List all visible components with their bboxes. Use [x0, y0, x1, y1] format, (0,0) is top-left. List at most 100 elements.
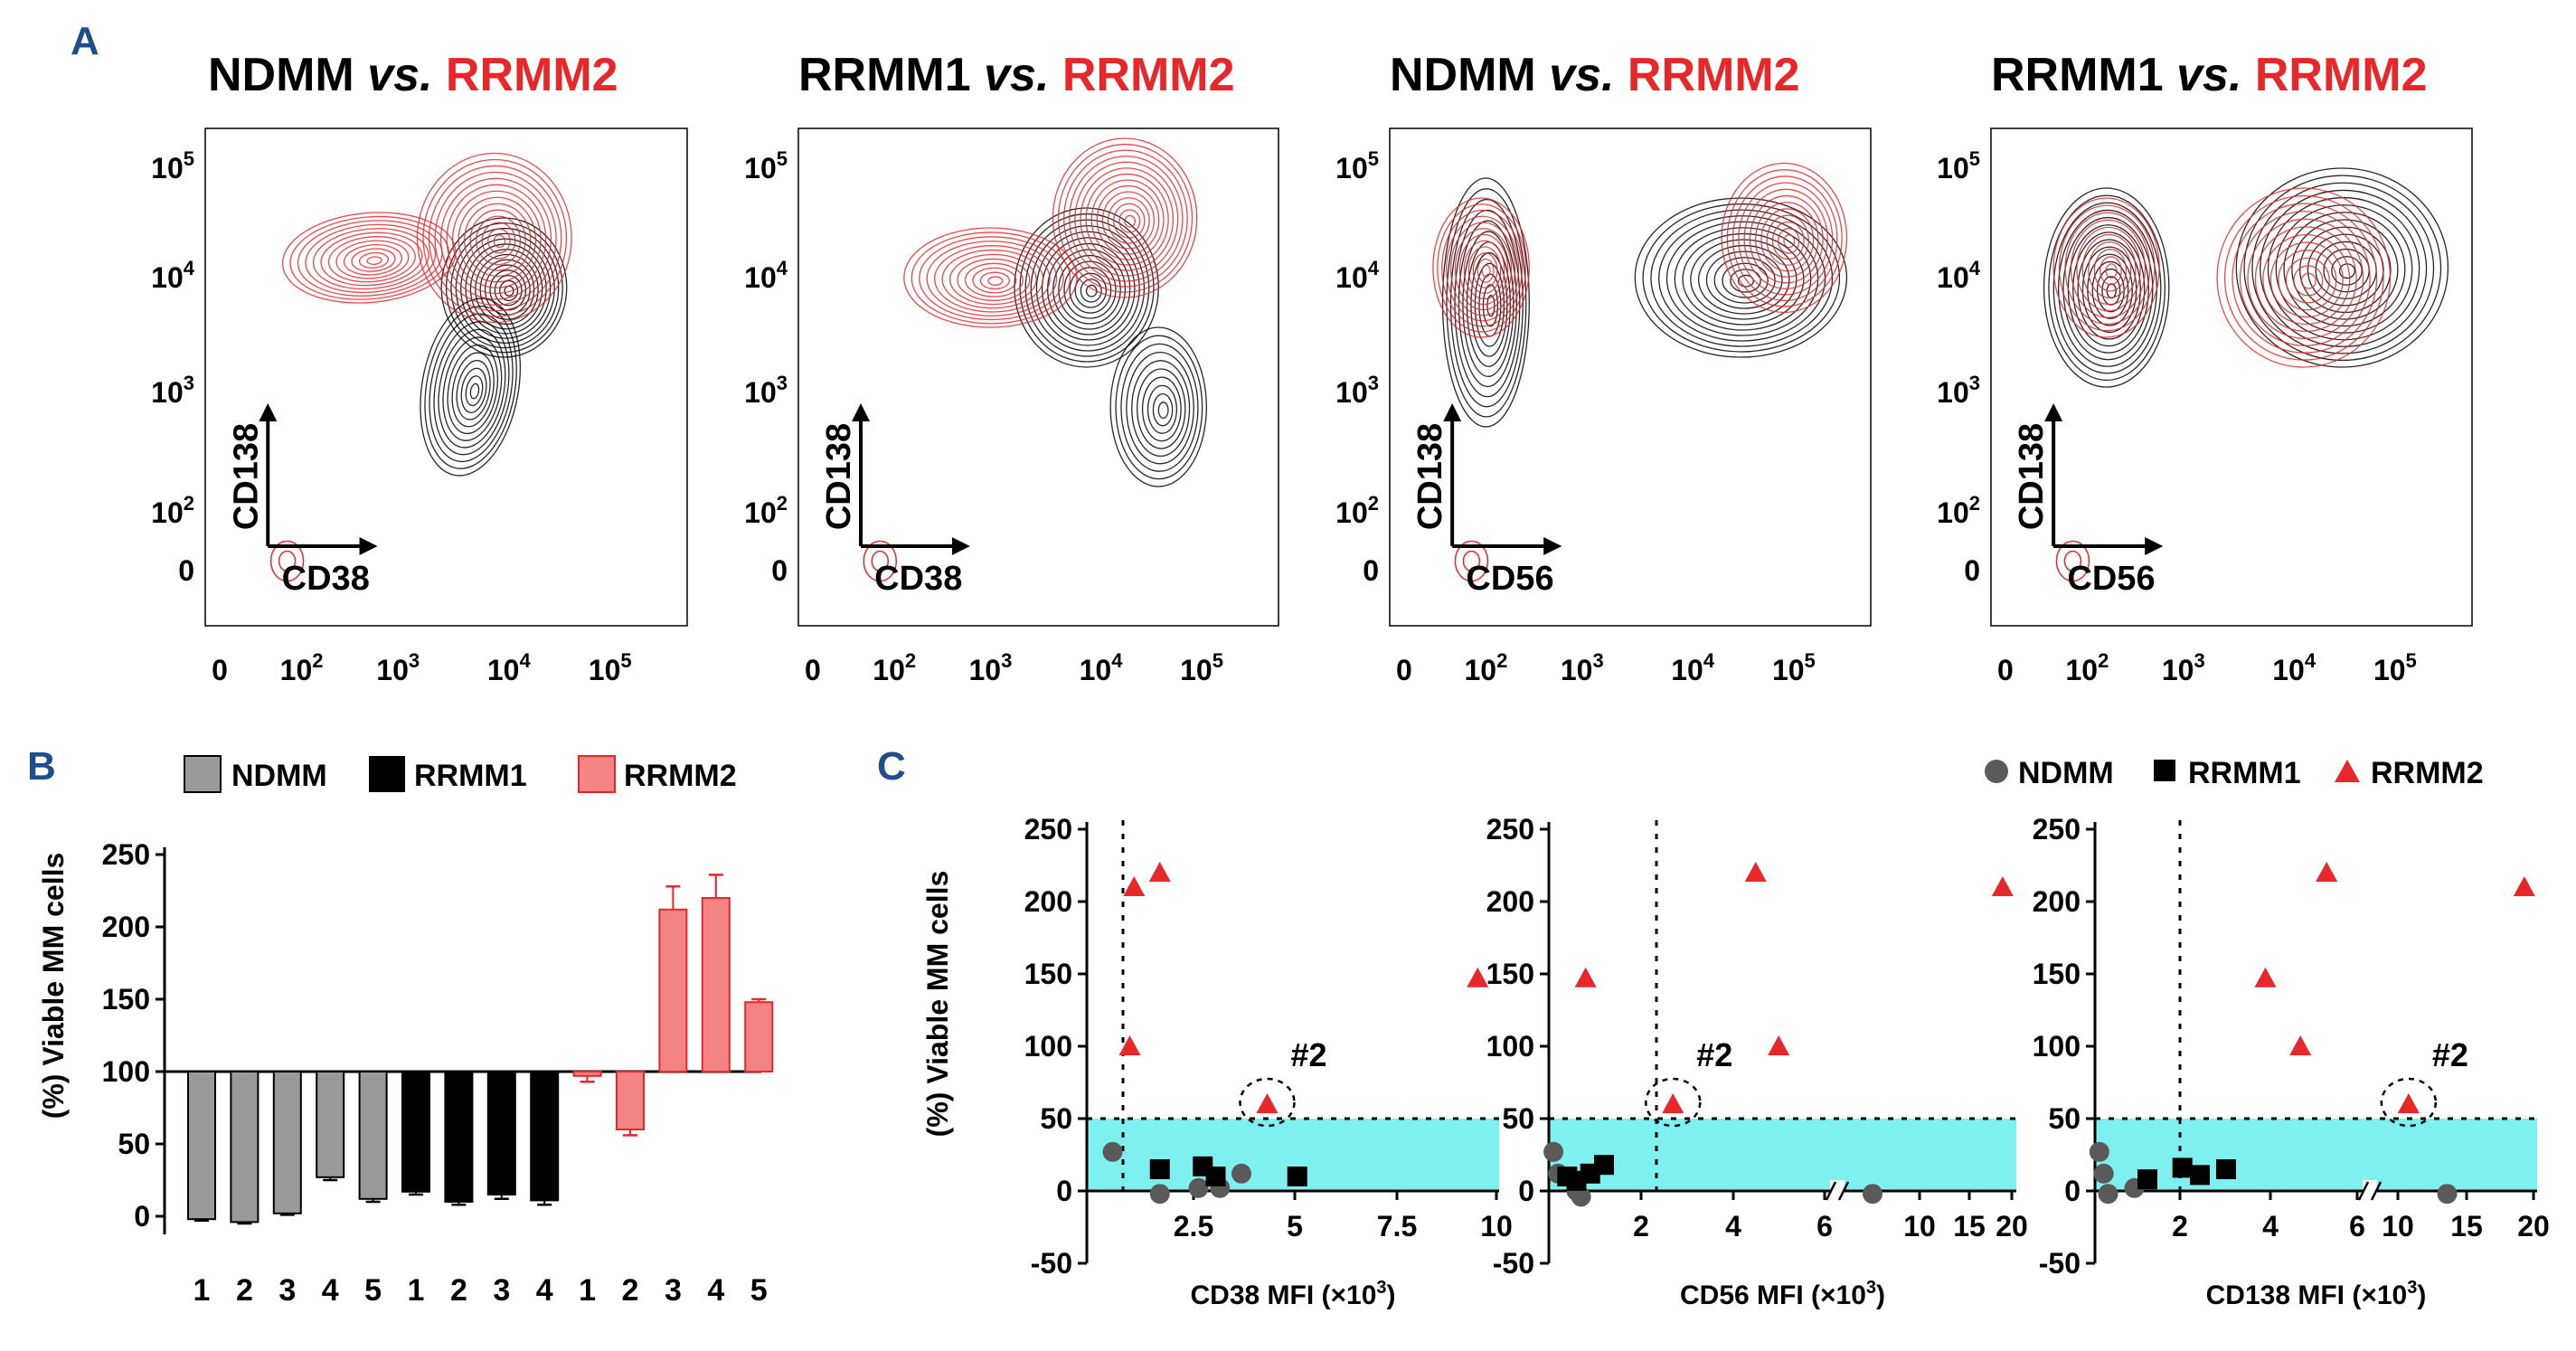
- contour-line: [2216, 187, 2392, 368]
- flow-plot-1: NDMM vs. RRMM2 CD138 CD38 0 102 103 104 105 105 1…: [151, 49, 688, 686]
- point-rrmm1: [2172, 1157, 2193, 1178]
- bar-rrmm2-3: [658, 908, 688, 1072]
- x-tick-label: 104: [487, 649, 532, 686]
- contour-line: [447, 344, 499, 435]
- y-tick-label: 250: [102, 838, 150, 871]
- y-tick-label: 105: [744, 147, 788, 184]
- contour-line: [2239, 211, 2371, 346]
- contour-line: [1107, 197, 1150, 244]
- point-rrmm1: [1205, 1167, 1226, 1186]
- category-label: 5: [750, 1273, 768, 1308]
- contour-line: [2254, 226, 2357, 333]
- contour-line: [1462, 550, 1481, 572]
- y-tick-label: 150: [102, 983, 150, 1016]
- contour-line: [358, 251, 390, 269]
- scatter-plot-3: 250 200 150 100 50 0 -50 2 4 6 10 15 20 CD138 MFI (×1…: [2033, 813, 2550, 1310]
- x-tick-label: 2.5: [1174, 1210, 1213, 1242]
- contour-line: [948, 253, 1037, 306]
- marker-label-x: CD38: [874, 560, 962, 598]
- y-tick-label: -50: [1031, 1247, 1072, 1280]
- contour-line: [2300, 272, 2317, 289]
- point-rrmm2: [1123, 876, 1146, 896]
- contour-line: [1674, 227, 1812, 331]
- axis-break-mark: [2370, 1181, 2383, 1201]
- contour-line: [1726, 169, 1843, 307]
- x-tick-label: 4: [2262, 1210, 2279, 1242]
- panel-a-label: A: [71, 19, 99, 63]
- y-tick-label: 150: [1024, 958, 1072, 990]
- contour-line: [499, 279, 519, 302]
- contour-line: [1030, 225, 1146, 352]
- x-tick-label: 10: [1903, 1210, 1936, 1242]
- contour-line: [312, 228, 429, 290]
- x-axis-title: CD38 MFI (×103): [1190, 1278, 1395, 1310]
- contour-line: [1115, 335, 1203, 480]
- contour-line: [1126, 351, 1194, 465]
- x-tick-label: 105: [2373, 649, 2417, 686]
- y-axis-title: (%) Viable MM cells: [921, 871, 954, 1138]
- bar-rrmm1-1: [401, 1071, 430, 1193]
- contour-line: [2088, 241, 2132, 298]
- legend-swatch-ndmm: [184, 755, 222, 793]
- contour-line: [2062, 216, 2154, 361]
- y-tick-label: 100: [1486, 1030, 1534, 1063]
- contour-line: [2260, 189, 2428, 347]
- contour-line: [1441, 177, 1530, 428]
- point-ndmm: [1571, 1186, 1591, 1207]
- y-tick-label: 100: [102, 1055, 150, 1088]
- y-tick-label: 0: [2064, 1175, 2081, 1207]
- contour-line: [424, 305, 517, 469]
- contour-line: [446, 184, 547, 295]
- x-tick-label: 105: [1180, 649, 1223, 686]
- contour-line: [327, 236, 416, 283]
- contour-line: [464, 203, 532, 278]
- contour-line: [1449, 222, 1516, 316]
- legend-label-rrmm1-c: RRMM1: [2188, 756, 2301, 790]
- contour-line: [422, 158, 568, 317]
- x-tick-label: 105: [589, 649, 632, 686]
- y-tick-label: 103: [744, 372, 788, 409]
- contour-line: [2070, 219, 2147, 318]
- contour-line: [2052, 197, 2160, 338]
- contour-line: [460, 367, 487, 413]
- panel-b-legend: NDMM RRMM1 RRMM2: [184, 755, 737, 793]
- y-tick-label: 0: [134, 1200, 150, 1233]
- contour-line: [416, 152, 572, 324]
- flow-plot-title-2: RRMM1 vs. RRMM2: [798, 49, 1235, 101]
- x-tick-label: 104: [1080, 649, 1124, 686]
- contour-line: [1014, 207, 1159, 368]
- contour-line: [1024, 219, 1150, 357]
- bar-ndmm-3: [272, 1071, 302, 1214]
- x-tick-label: 104: [1671, 649, 1715, 686]
- bar-ndmm-2: [230, 1071, 259, 1223]
- contour-line: [1096, 184, 1160, 255]
- flow-plot-title-3: NDMM vs. RRMM2: [1390, 49, 1800, 101]
- y-tick-label: 250: [2033, 813, 2081, 846]
- point-rrmm2: [1744, 862, 1767, 882]
- y-tick-label: 200: [1024, 885, 1072, 918]
- y-tick-label: 102: [1335, 492, 1379, 529]
- contour-line: [2232, 203, 2378, 354]
- y-tick-label: 0: [771, 554, 788, 587]
- contour-line: [1131, 360, 1191, 458]
- contour-line: [429, 313, 514, 463]
- contour-line: [1058, 254, 1121, 325]
- contour-line: [1090, 179, 1165, 260]
- highlight-band: [1549, 1119, 2016, 1191]
- point-ndmm: [2437, 1184, 2458, 1205]
- marker-label-x: CD38: [282, 560, 370, 598]
- x-tick-label: 7.5: [1377, 1210, 1417, 1242]
- x-tick-label: 20: [2517, 1210, 2550, 1242]
- y-tick-label: 50: [118, 1128, 150, 1160]
- contour-line: [484, 264, 531, 316]
- flow-plot-frame: [204, 128, 688, 627]
- contour-line: [1101, 191, 1156, 250]
- bar-rrmm2-1: [572, 1071, 602, 1077]
- bar-rrmm2-4: [701, 897, 731, 1072]
- point-rrmm2: [1991, 876, 2014, 896]
- contour-line: [957, 258, 1031, 301]
- contour-line: [2105, 263, 2118, 279]
- x-tick-label: 6: [2349, 1210, 2365, 1242]
- point-ndmm: [1149, 1184, 1170, 1205]
